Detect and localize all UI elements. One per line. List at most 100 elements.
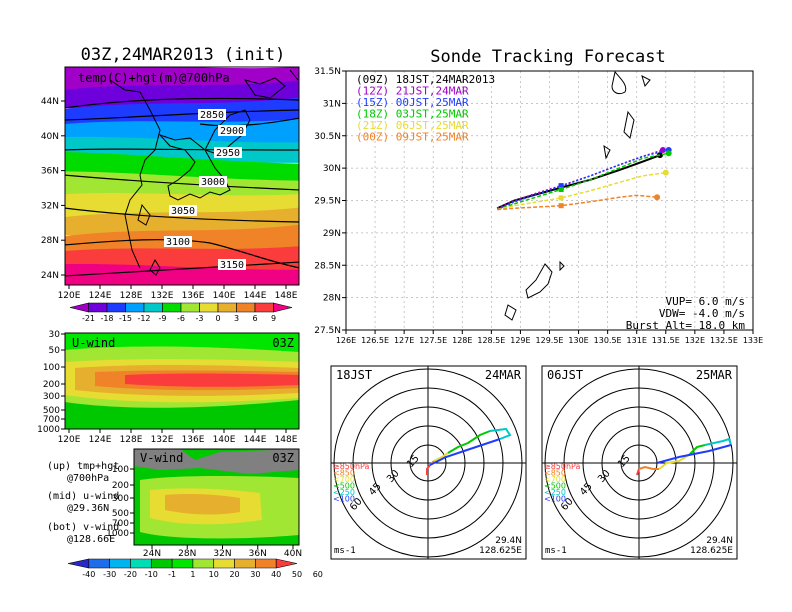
colorbar-label: 6	[252, 314, 257, 323]
map-y-tick-label: 44N	[41, 97, 59, 107]
track-x-tick-label: 129.5E	[536, 336, 564, 345]
u-wind-time: 03Z	[272, 336, 294, 350]
hodograph-date: 24MAR	[485, 368, 522, 382]
track-x-tick-label: 130.5E	[594, 336, 622, 345]
colorbar-cell	[109, 558, 131, 569]
colorbar-cell	[192, 558, 215, 569]
v-wind-y-tick-label: 700	[112, 519, 129, 529]
track-y-tick-label: 30.5N	[314, 132, 341, 142]
track-series-line	[497, 171, 666, 211]
v-wind-frame	[133, 448, 300, 546]
v-wind-x-tick-label: 40N	[284, 549, 302, 559]
track-x-tick-label: 131E	[627, 336, 647, 345]
u-wind-y-tick-label: 100	[43, 363, 60, 373]
track-info-vup: VUP= 6.0 m/s	[666, 295, 745, 308]
track-islands	[504, 71, 651, 321]
legend-line-5: (bot) v-wind	[47, 522, 119, 533]
track-x-ticks: 126E 126.5E 127E 127.5E 128E 128.5E 129E 129.5E…	[336, 330, 763, 345]
track-legend-entry: (18Z) 03JST,25MAR	[356, 108, 469, 121]
v-wind-field	[134, 449, 299, 545]
track-y-tick-label: 30N	[323, 164, 341, 174]
map-frame	[64, 66, 300, 286]
map-x-ticks: 120E 124E 128E 132E 136E 140E 144E 148E	[58, 285, 298, 301]
colorbar-label: 10	[209, 570, 219, 579]
colorbar-cell	[171, 558, 194, 569]
hodograph-trace	[433, 452, 449, 462]
hodograph-trace	[447, 430, 491, 454]
colorbar-cell	[213, 558, 235, 569]
legend-line-3: (mid) u-wind	[47, 491, 119, 502]
colorbar-label: 20	[229, 570, 239, 579]
u-wind-y-tick-label: 50	[49, 346, 61, 356]
colorbar-cell	[273, 302, 293, 313]
hodograph-level-label: <850	[544, 469, 566, 478]
track-legend-entry: (00Z) 09JST,25MAR	[356, 131, 469, 144]
track-y-tick-label: 27.5N	[314, 326, 341, 336]
track-x-tick-label: 131.5E	[652, 336, 680, 345]
map-x-tick-label: 136E	[182, 291, 205, 301]
contour-label-bg	[218, 125, 246, 136]
v-wind-x-tick-label: 28N	[178, 549, 196, 559]
v-wind-y-tick-label: 200	[112, 481, 129, 491]
map-x-tick-label: 128E	[120, 291, 143, 301]
colorbar-label: -30	[103, 570, 116, 579]
contour-labels: 2850 2900 2950 3000 3050 3100 3150	[164, 109, 246, 271]
colorbar-cell	[162, 302, 182, 313]
track-info-vdw: VDW= -4.0 m/s	[659, 307, 745, 320]
contour-label: 2950	[216, 148, 240, 159]
track-y-tick-label: 31N	[323, 99, 341, 109]
contour-label: 3150	[220, 260, 244, 271]
u-wind-field	[65, 333, 299, 429]
contour-label-bg	[198, 109, 226, 120]
v-wind-x-tick-label: 36N	[249, 549, 267, 559]
temperature-colorbar: -21 -18 -15 -12 -9 -6 -3 0 3 6 9	[69, 302, 293, 323]
hodograph-lon: 128.625E	[690, 546, 733, 556]
legend-line-4: @29.36N	[67, 503, 109, 514]
colorbar-label: -21	[82, 314, 95, 323]
track-x-tick-label: 126E	[336, 336, 356, 345]
colorbar-cell	[234, 558, 256, 569]
map-y-tick-label: 40N	[41, 132, 59, 142]
hodograph-level-label: ≥850hPa	[333, 462, 370, 471]
v-wind-label: V-wind	[140, 451, 183, 465]
colorbar-label: 30	[250, 570, 260, 579]
contour-label-bg	[214, 147, 242, 158]
colorbar-cell	[88, 302, 108, 313]
track-endpoint-marker	[665, 150, 672, 157]
map-x-tick-label: 140E	[213, 291, 236, 301]
track-legend-entry: (12Z) 21JST,24MAR	[356, 85, 469, 98]
hodograph-level-label: <700	[544, 475, 566, 484]
hodograph-trace	[658, 454, 690, 470]
legend-line-2: @700hPa	[67, 473, 109, 484]
track-midpoint-marker	[558, 183, 564, 189]
hodograph-level-label: <250	[333, 488, 355, 497]
track-series-line	[497, 194, 658, 211]
track-endpoint-marker	[654, 194, 661, 201]
hodograph-level-label: ≥850hPa	[544, 462, 581, 471]
track-x-tick-label: 132.5E	[710, 336, 738, 345]
v-wind-y-tick-label: 500	[112, 509, 129, 519]
u-wind-y-tick-label: 30	[49, 330, 61, 340]
colorbar-cell	[254, 302, 274, 313]
track-y-tick-label: 28N	[323, 294, 341, 304]
colorbar-cell	[217, 302, 237, 313]
legend-line-1: (up) tmp+hgt	[47, 461, 119, 472]
map-inner-label: temp(C)+hgt(m)@700hPa	[78, 71, 230, 85]
track-legend-entry: (21Z) 06JST,25MAR	[356, 119, 469, 132]
track-endpoint-marker	[662, 169, 669, 176]
temp-band	[65, 171, 299, 200]
colorbar-label: -1	[168, 570, 176, 579]
map-x-tick-label: 120E	[58, 291, 81, 301]
v-wind-y-tick-label: 300	[112, 494, 129, 504]
u-wind-y-tick-label: 700	[43, 415, 60, 425]
track-y-tick-label: 29.5N	[314, 197, 341, 207]
panel-legend: (up) tmp+hgt @700hPa (mid) u-wind @29.36…	[47, 461, 119, 545]
v-wind-x-tick-label: 24N	[143, 549, 161, 559]
contour-label-bg	[218, 259, 246, 270]
colorbar-cell	[180, 302, 200, 313]
contour-label: 3050	[171, 206, 195, 217]
contour-label: 3100	[166, 237, 190, 248]
track-title: Sonde Tracking Forecast	[430, 47, 665, 67]
